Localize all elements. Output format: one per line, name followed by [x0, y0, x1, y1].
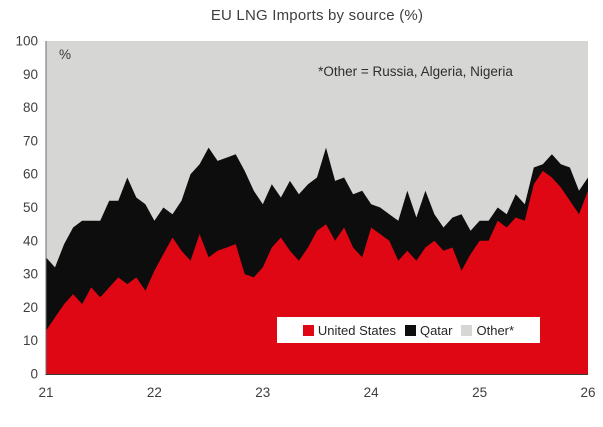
legend-label: Other*	[476, 322, 515, 338]
y-tick-label: 100	[15, 34, 38, 49]
x-tick-label: 22	[147, 385, 162, 400]
chart-title: EU LNG Imports by source (%)	[210, 7, 424, 24]
y-tick-label: 50	[23, 200, 38, 215]
y-tick-label: 0	[30, 367, 38, 382]
united-states-swatch-icon	[302, 324, 314, 336]
y-tick-label: 80	[23, 100, 38, 115]
x-tick-label: 24	[364, 385, 380, 400]
y-tick-label: 40	[23, 233, 38, 248]
legend-item-qatar: Qatar	[404, 322, 453, 338]
qatar-swatch-icon	[404, 324, 416, 336]
x-tick-label: 26	[580, 385, 595, 400]
other-swatch-icon	[461, 324, 473, 336]
y-tick-label: 20	[23, 300, 38, 315]
legend: United States Qatar Other*	[277, 317, 540, 343]
y-tick-label: 90	[23, 67, 38, 82]
x-tick-label: 25	[472, 385, 487, 400]
x-tick-label: 21	[38, 385, 53, 400]
legend-label: Qatar	[419, 322, 453, 338]
y-axis-unit-label: %	[59, 47, 72, 62]
y-tick-label: 70	[23, 133, 38, 148]
y-tick-label: 60	[23, 167, 38, 182]
y-tick-label: 30	[23, 267, 38, 282]
other-definition-annotation: *Other = Russia, Algeria, Nigeria	[318, 64, 513, 79]
y-tick-label: 10	[23, 333, 38, 348]
legend-item-other: Other*	[461, 323, 514, 338]
legend-item-united-states: United States	[302, 322, 396, 338]
x-tick-label: 23	[255, 385, 270, 400]
legend-label: United States	[317, 322, 396, 338]
